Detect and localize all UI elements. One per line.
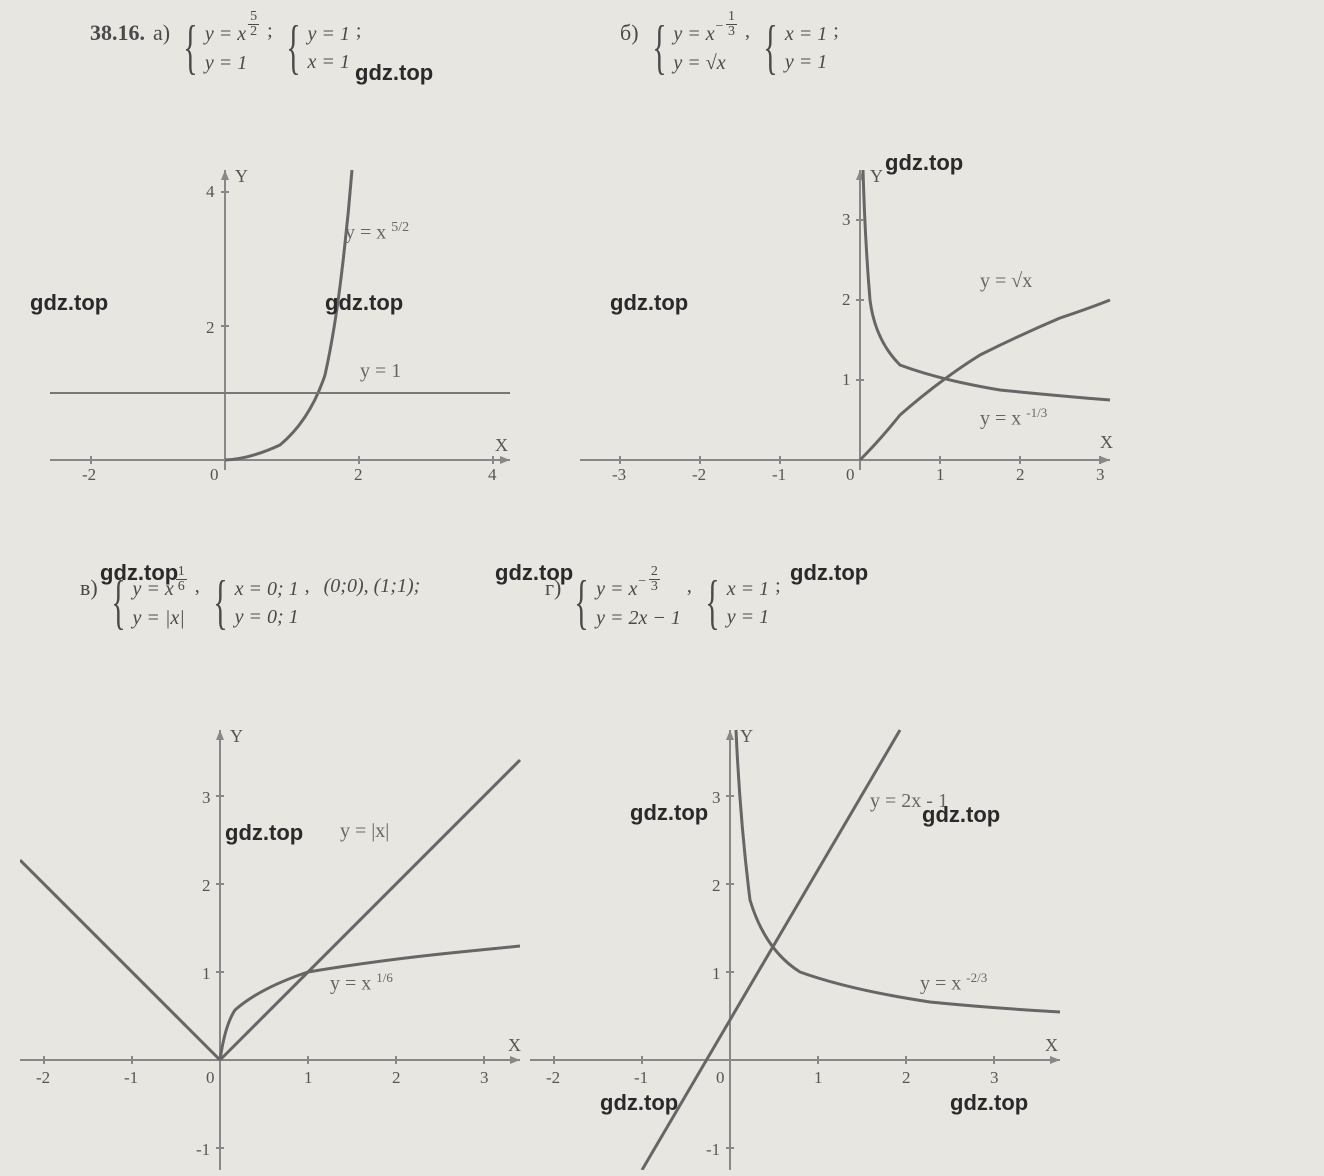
- curve-label-b1: y = √x: [980, 270, 1032, 293]
- comma: ,: [745, 20, 750, 43]
- graph-c: Y X -2 -1 0 1 2 3 1 2 3 -1 y = |x| y = x…: [20, 720, 530, 1170]
- semicolon: ;: [775, 575, 781, 598]
- graph-a: Y X -2 0 2 4 2 4 y = x 5/2 y = 1: [50, 160, 520, 500]
- graph-d: Y X -2 -1 0 1 2 3 1 2 3 -1 y = 2x - 1 y …: [530, 720, 1090, 1170]
- curve-label-c2: y = x 1/6: [330, 970, 393, 996]
- x-axis-label: X: [1100, 432, 1113, 453]
- system-c2: x = 0; 1 y = 0; 1: [235, 575, 299, 631]
- watermark-text: gdz.top: [790, 560, 868, 586]
- problem-b-header: б) { y = x−13 y = √x , { x = 1 y = 1 ;: [620, 20, 845, 77]
- part-a-label: а): [153, 20, 170, 46]
- y-axis-label: Y: [740, 726, 753, 747]
- curve-label-a2: y = 1: [360, 360, 401, 383]
- curve-label-b2: y = x -1/3: [980, 405, 1047, 431]
- brace-icon: {: [575, 575, 589, 629]
- problem-c-header: в) { y = x16 y = |x| , { x = 0; 1 y = 0;…: [80, 575, 420, 632]
- graph-d-svg: [530, 720, 1090, 1170]
- brace-icon: {: [183, 20, 197, 74]
- system-a1: y = x52 y = 1: [205, 20, 261, 77]
- part-b-label: б): [620, 20, 639, 46]
- comma: ,: [305, 575, 310, 598]
- system-c1: y = x16 y = |x|: [133, 575, 189, 632]
- system-d1: y = x−23 y = 2x − 1: [596, 575, 681, 632]
- system-a2: y = 1 x = 1: [308, 20, 350, 76]
- part-c-label: в): [80, 575, 98, 601]
- y-axis-label: Y: [235, 166, 248, 187]
- curve-label-d2: y = x -2/3: [920, 970, 987, 996]
- brace-icon: {: [705, 575, 719, 629]
- x-axis-label: X: [1045, 1035, 1058, 1056]
- curve-label-d1: y = 2x - 1: [870, 790, 948, 813]
- graph-a-svg: [50, 160, 520, 500]
- semicolon: ;: [833, 20, 839, 43]
- part-d-label: г): [545, 575, 561, 601]
- x-axis-label: X: [508, 1035, 521, 1056]
- comma: ,: [195, 575, 200, 598]
- brace-icon: {: [652, 20, 666, 74]
- brace-icon: {: [213, 575, 227, 629]
- brace-icon: {: [111, 575, 125, 629]
- problem-d-header: г) { y = x−23 y = 2x − 1 , { x = 1 y = 1…: [545, 575, 787, 632]
- y-axis-label: Y: [230, 726, 243, 747]
- brace-icon: {: [286, 20, 300, 74]
- curve-label-c1: y = |x|: [340, 820, 389, 843]
- problem-a-header: 38.16. а) { y = x52 y = 1 ; { y = 1 x = …: [90, 20, 367, 77]
- problem-number: 38.16.: [90, 20, 145, 46]
- semicolon: ;: [267, 20, 273, 43]
- solution-c: (0;0), (1;1);: [324, 575, 421, 598]
- semicolon: ;: [356, 20, 362, 43]
- system-b1: y = x−13 y = √x: [673, 20, 739, 77]
- comma: ,: [687, 575, 692, 598]
- y-axis-label: Y: [870, 166, 883, 187]
- system-d2: x = 1 y = 1: [727, 575, 769, 631]
- graph-c-svg: [20, 720, 530, 1170]
- x-axis-label: X: [495, 435, 508, 456]
- brace-icon: {: [763, 20, 777, 74]
- curve-label-a1: y = x 5/2: [345, 220, 409, 245]
- system-b2: x = 1 y = 1: [785, 20, 827, 76]
- graph-b: Y X -3 -2 -1 0 1 2 3 1 2 3 y = √x y = x …: [580, 160, 1120, 500]
